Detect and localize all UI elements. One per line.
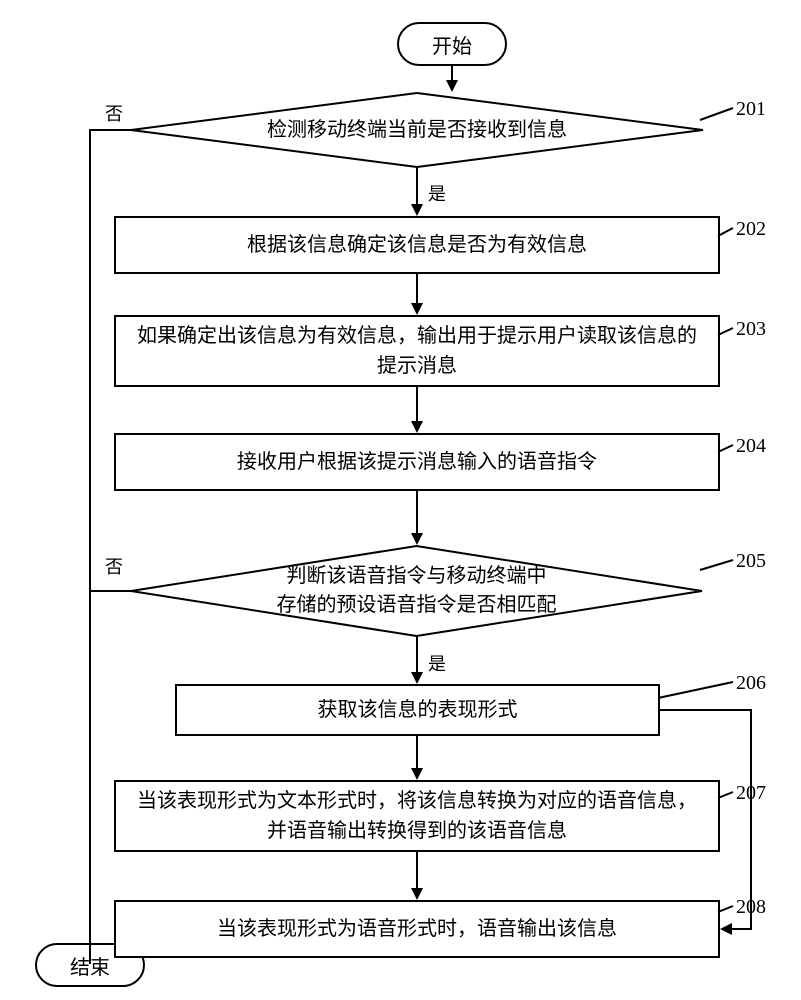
process-208-text: 当该表现形式为语音形式时，语音输出该信息 (217, 914, 617, 944)
decision-205-text-l2: 存储的预设语音指令是否相匹配 (277, 594, 557, 616)
process-202-text: 根据该信息确定该信息是否为有效信息 (247, 230, 587, 260)
process-202: 根据该信息确定该信息是否为有效信息 (114, 216, 720, 274)
process-206-text: 获取该信息的表现形式 (318, 695, 518, 725)
decision-201-text: 检测移动终端当前是否接收到信息 (267, 116, 567, 145)
arrow-d201-p202 (416, 168, 418, 206)
decision-201: 检测移动终端当前是否接收到信息 (130, 92, 704, 168)
arrowhead-p206-p208-right (720, 923, 732, 935)
ref-203: 203 (736, 318, 766, 341)
label-yes-201: 是 (428, 180, 446, 206)
arrow-d201-no-v (89, 129, 91, 964)
ref-204: 204 (736, 435, 766, 458)
arrow-p206-right-v (750, 709, 752, 928)
arrow-d201-no-h (89, 129, 131, 131)
label-no-201: 否 (105, 100, 123, 126)
decision-205-text-l1: 判断该语音指令与移动终端中 (287, 565, 547, 587)
start-text: 开始 (432, 30, 472, 59)
arrowhead-d205-p206 (411, 672, 423, 684)
process-208: 当该表现形式为语音形式时，语音输出该信息 (114, 900, 720, 958)
arrowhead-p204-d205 (411, 533, 423, 545)
process-203: 如果确定出该信息为有效信息，输出用于提示用户读取该信息的 提示消息 (114, 315, 720, 387)
arrow-p203-p204 (416, 387, 418, 423)
arrowhead-p202-p203 (411, 303, 423, 315)
arrowhead-d201-p202 (411, 204, 423, 216)
decision-205: 判断该语音指令与移动终端中 存储的预设语音指令是否相匹配 (130, 545, 703, 637)
label-yes-205: 是 (428, 650, 446, 676)
arrow-p206-right-h (660, 709, 752, 711)
label-no-205: 否 (105, 553, 123, 579)
process-206: 获取该信息的表现形式 (175, 684, 660, 736)
arrow-p204-d205 (416, 491, 418, 535)
ref-205: 205 (736, 550, 766, 573)
ref-201: 201 (736, 98, 766, 121)
arrow-d205-p206 (416, 637, 418, 674)
process-204: 接收用户根据该提示消息输入的语音指令 (114, 433, 720, 491)
start-terminator: 开始 (397, 22, 507, 66)
arrow-p206-right-h2 (732, 928, 752, 930)
arrow-p206-p207 (416, 736, 418, 770)
process-203-text: 如果确定出该信息为有效信息，输出用于提示用户读取该信息的 提示消息 (137, 321, 697, 381)
arrow-p207-p208 (416, 852, 418, 890)
arrow-d205-no-h (89, 590, 131, 592)
process-207-text: 当该表现形式为文本形式时，将该信息转换为对应的语音信息， 并语音输出转换得到的该… (137, 786, 697, 846)
ref-202: 202 (736, 218, 766, 241)
arrowhead-p203-p204 (411, 421, 423, 433)
ref-206: 206 (736, 672, 766, 695)
process-204-text: 接收用户根据该提示消息输入的语音指令 (237, 447, 597, 477)
arrow-p202-p203 (416, 274, 418, 305)
arrowhead-p206-p207 (411, 768, 423, 780)
arrowhead-p207-p208 (411, 888, 423, 900)
process-207: 当该表现形式为文本形式时，将该信息转换为对应的语音信息， 并语音输出转换得到的该… (114, 780, 720, 852)
arrowhead-start-d201 (446, 80, 458, 92)
